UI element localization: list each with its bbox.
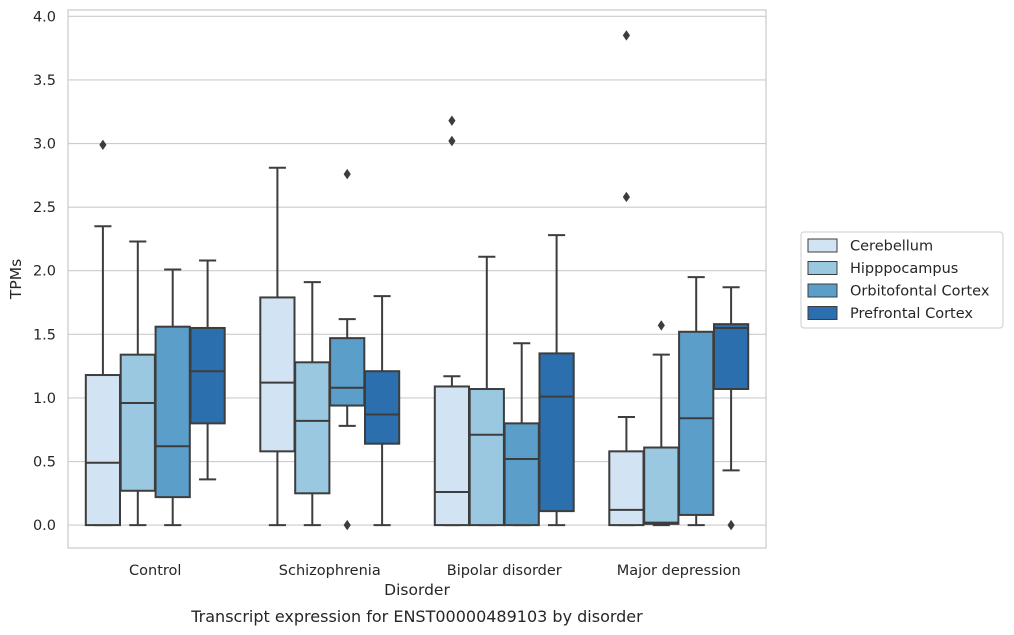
outlier-point	[343, 168, 351, 180]
y-tick-label: 3.5	[33, 73, 56, 89]
legend-entry: Cerebellum	[807, 238, 933, 255]
y-tick-label: 3.0	[33, 137, 56, 153]
box-0-1	[119, 240, 156, 527]
legend-frame	[800, 231, 1004, 329]
box-body	[643, 446, 680, 525]
outlier-point	[448, 135, 456, 147]
legend-label: Orbitofontal Cortex	[850, 284, 990, 300]
outlier-point	[727, 519, 735, 531]
y-tick-label: 1.5	[33, 327, 56, 343]
box-0-2	[154, 268, 191, 527]
y-tick-label: 1.0	[33, 391, 56, 407]
box-2-2	[503, 342, 540, 527]
legend: Cerebellum Hipppocampus Orbitofontal Corte…	[800, 231, 1004, 329]
legend-swatch	[807, 306, 838, 320]
box-0-0	[84, 139, 122, 527]
legend-entry: Prefrontal Cortex	[807, 306, 973, 322]
legend-label: Cerebellum	[850, 239, 933, 255]
box-body	[189, 326, 226, 425]
x-tick-label: Schizophrenia	[279, 563, 381, 579]
x-tick-label: Major depression	[617, 563, 741, 579]
box-body	[294, 361, 331, 495]
box-body	[154, 325, 191, 499]
x-tick-label: Bipolar disorder	[447, 563, 562, 579]
y-tick-label: 2.5	[33, 200, 56, 216]
legend-swatch	[807, 261, 838, 275]
box-1-3	[363, 295, 401, 527]
box-2-0	[433, 115, 471, 527]
y-tick-label: 4.0	[33, 9, 56, 25]
box-1-1	[294, 281, 331, 527]
legend-label: Prefrontal Cortex	[850, 306, 973, 322]
outlier-point	[448, 115, 456, 126]
box-body	[363, 370, 401, 445]
outlier-point	[343, 519, 351, 531]
legend-swatch	[807, 283, 838, 298]
legend-entry: Orbitofontal Cortex	[807, 283, 990, 300]
x-tick-label: Control	[129, 563, 181, 579]
outlier-point	[622, 30, 630, 41]
box-3-0	[608, 30, 645, 527]
chart-caption: Transcript expression for ENST0000048910…	[190, 607, 643, 626]
legend-entry: Hipppocampus	[807, 261, 958, 277]
outlier-point	[657, 320, 665, 331]
box-body	[608, 450, 645, 527]
box-body	[433, 385, 471, 527]
y-tick-label: 0.5	[33, 455, 56, 471]
x-tick-labels: Control Schizophrenia Bipolar disorder Majo…	[129, 563, 741, 579]
y-tick-label: 2.0	[33, 264, 56, 280]
box-body	[119, 353, 156, 492]
box-body	[678, 330, 715, 516]
box-body	[503, 422, 540, 527]
outlier-point	[622, 191, 630, 203]
box-body	[538, 352, 575, 513]
box-body	[712, 323, 750, 391]
y-tick-label: 0.0	[33, 518, 56, 534]
box-3-2	[678, 276, 715, 527]
box-2-1	[468, 255, 505, 527]
x-axis-title: Disorder	[384, 581, 450, 599]
box-1-2	[329, 168, 366, 531]
boxes	[84, 30, 750, 531]
legend-label: Hipppocampus	[850, 261, 958, 277]
box-3-3	[712, 286, 750, 531]
box-1-0	[259, 166, 296, 527]
box-body	[259, 296, 296, 453]
outlier-point	[99, 139, 107, 151]
box-0-3	[189, 259, 226, 481]
box-body	[84, 374, 122, 527]
legend-swatch	[807, 238, 838, 253]
box-body	[329, 337, 366, 407]
plot-frame	[67, 9, 767, 549]
y-axis-title: TPMs	[7, 259, 25, 300]
box-2-3	[538, 234, 575, 527]
box-3-1	[643, 320, 680, 527]
box-body	[468, 388, 505, 527]
y-tick-labels: 0.0 0.5 1.0 1.5 2.0 2.5 3.0 3.5 4.0	[33, 9, 56, 534]
